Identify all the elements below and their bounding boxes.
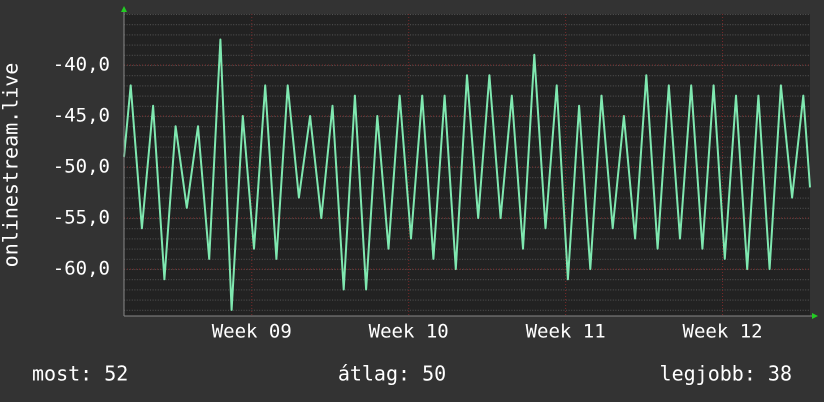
y-tick-label: -40,0 (53, 54, 110, 76)
x-tick-label: Week 10 (369, 321, 449, 343)
x-tick-label: Week 09 (212, 321, 292, 343)
y-tick-label: -55,0 (53, 207, 110, 229)
stat-current: most: 52 (32, 362, 128, 386)
minor-grid (124, 14, 810, 316)
axis-arrow (812, 313, 818, 319)
y-axis-label: onlinestream.live (0, 63, 23, 268)
y-tick-label: -60,0 (53, 258, 110, 280)
y-tick-label: -50,0 (53, 156, 110, 178)
stat-best: legjobb: 38 (660, 362, 792, 386)
y-tick-label: -45,0 (53, 105, 110, 127)
x-tick-label: Week 12 (683, 321, 763, 343)
x-tick-label: Week 11 (526, 321, 606, 343)
axis-arrow (121, 6, 127, 12)
stat-average: átlag: 50 (338, 362, 446, 386)
data-line (123, 38, 811, 311)
